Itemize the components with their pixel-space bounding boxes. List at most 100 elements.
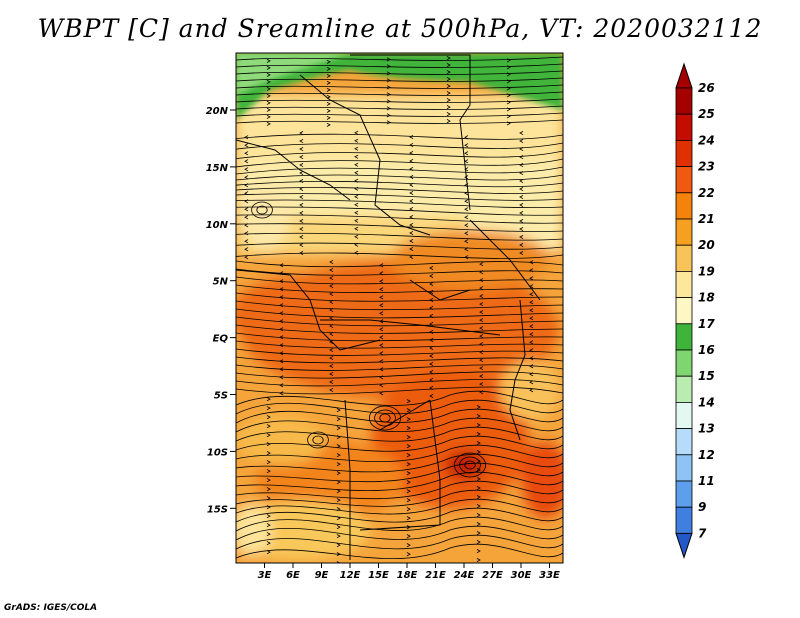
streamline-arrow	[266, 86, 271, 91]
vortex-ring	[374, 409, 396, 427]
streamline-arrow	[326, 73, 331, 78]
streamline-arrow	[299, 250, 304, 256]
streamline-arrow	[354, 154, 359, 159]
colorbar-label: 20	[698, 238, 715, 252]
streamline-arrow	[429, 329, 434, 334]
streamline	[236, 453, 563, 473]
streamline-arrow	[299, 178, 304, 184]
streamline-arrow	[244, 143, 249, 148]
streamline-arrow	[406, 498, 411, 503]
streamline-arrow	[329, 355, 334, 361]
streamline-arrow	[379, 295, 384, 300]
streamline-arrow	[379, 391, 384, 396]
streamline-arrow	[476, 486, 481, 491]
chart-title: WBPT [C] and Sreamline at 500hPa, VT: 20…	[37, 14, 763, 43]
streamline	[236, 332, 563, 342]
streamline-arrow	[429, 369, 434, 374]
streamline-arrow	[529, 268, 534, 273]
streamline-arrow	[529, 388, 534, 393]
streamline-arrow	[529, 260, 534, 265]
streamline	[236, 142, 563, 150]
streamline-arrow	[329, 259, 334, 265]
streamline-arrow	[464, 239, 469, 244]
streamline-arrow	[406, 480, 411, 485]
streamline-arrow	[379, 287, 384, 292]
vortex-ring	[307, 431, 329, 449]
streamline-arrow	[464, 215, 469, 220]
streamline-arrow	[299, 226, 304, 232]
streamline	[236, 340, 563, 349]
streamline	[236, 181, 563, 188]
colorbar-label: 18	[698, 291, 715, 305]
streamline-arrow	[464, 143, 469, 148]
streamline-arrow	[476, 441, 481, 446]
streamline-arrow	[266, 487, 271, 492]
colorbar-top-arrow	[675, 62, 693, 89]
vortex-ring	[464, 460, 476, 470]
streamline-arrow	[279, 343, 284, 348]
streamline	[236, 348, 563, 356]
streamline-arrow	[336, 471, 341, 476]
streamline-arrow	[244, 167, 249, 172]
colorbar-label: 15	[698, 369, 715, 383]
streamline-arrow	[379, 279, 384, 284]
streamline-arrow	[529, 332, 534, 337]
streamline-arrow	[299, 210, 304, 216]
streamline	[236, 364, 563, 371]
lat-label: 20N	[206, 106, 229, 117]
streamline-arrow	[386, 71, 391, 76]
streamline-arrow	[409, 254, 414, 260]
streamline-arrow	[266, 415, 271, 420]
streamline-arrow	[244, 135, 249, 140]
streamline-arrow	[479, 310, 484, 315]
streamline-arrow	[479, 342, 484, 347]
streamline	[236, 252, 563, 259]
streamline-arrow	[386, 85, 391, 90]
streamline-arrow	[529, 300, 534, 305]
streamline-arrow	[464, 135, 469, 140]
streamline-arrow	[506, 121, 511, 126]
streamline	[236, 268, 563, 276]
streamline-arrow	[476, 558, 481, 563]
streamline-arrow	[329, 299, 334, 305]
streamline-arrow	[406, 408, 411, 413]
streamline	[236, 543, 563, 560]
streamline-arrow	[244, 151, 249, 156]
streamline-arrow	[406, 399, 411, 404]
vortex-ring	[251, 201, 273, 219]
streamline-arrow	[506, 100, 511, 105]
streamline-arrow	[326, 59, 331, 64]
streamline-arrow	[244, 207, 249, 212]
vortex-ring	[459, 456, 481, 474]
streamline-arrow	[354, 250, 359, 255]
colorbar-label: 16	[698, 343, 715, 357]
streamline	[236, 133, 563, 140]
streamline	[236, 417, 563, 433]
streamline-arrow	[336, 462, 341, 467]
streamline	[236, 489, 563, 507]
streamline-arrow	[529, 372, 534, 377]
colorbar-label: 17	[698, 317, 715, 331]
vortex-ring	[256, 205, 268, 215]
streamline-arrow	[519, 154, 524, 160]
streamline-arrow	[464, 223, 469, 228]
streamline-arrow	[244, 175, 249, 180]
streamline-arrow	[354, 234, 359, 239]
streamline-arrow	[429, 345, 434, 350]
streamline-arrow	[266, 532, 271, 537]
streamline-arrow	[409, 166, 414, 172]
streamline-arrow	[336, 408, 341, 413]
streamline-arrow	[299, 202, 304, 208]
streamline-arrow	[266, 397, 271, 402]
streamline-arrow	[279, 295, 284, 300]
streamline	[236, 206, 563, 216]
streamline-arrow	[379, 263, 384, 268]
streamline-arrow	[336, 426, 341, 431]
streamline-arrow	[386, 78, 391, 83]
colorbar-label: 12	[698, 448, 715, 462]
colorbar-label: 22	[698, 186, 715, 200]
streamline-arrow	[266, 460, 271, 465]
streamline-arrow	[329, 371, 334, 377]
streamline-arrow	[299, 186, 304, 192]
colorbar-label: 19	[698, 264, 715, 278]
